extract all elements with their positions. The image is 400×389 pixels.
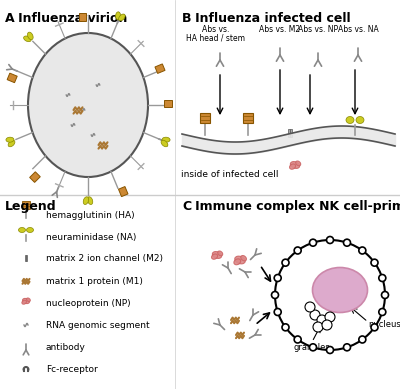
Text: matrix 2 ion channel (M2): matrix 2 ion channel (M2) — [46, 254, 163, 263]
Circle shape — [275, 240, 385, 350]
Text: A: A — [5, 12, 15, 25]
Circle shape — [371, 259, 378, 266]
Ellipse shape — [22, 298, 30, 303]
Bar — [243, 113, 253, 123]
Text: B: B — [182, 12, 192, 25]
Ellipse shape — [290, 161, 300, 168]
Text: neuraminidase (NA): neuraminidase (NA) — [46, 233, 136, 242]
Bar — [25, 255, 26, 261]
Ellipse shape — [356, 116, 364, 123]
Text: C: C — [182, 200, 191, 213]
Ellipse shape — [22, 300, 26, 304]
Circle shape — [325, 312, 335, 322]
Bar — [164, 100, 172, 107]
Text: Influenza virion: Influenza virion — [5, 12, 127, 25]
Ellipse shape — [88, 87, 98, 93]
Bar — [22, 201, 30, 209]
Circle shape — [344, 239, 350, 246]
Circle shape — [310, 310, 320, 320]
Circle shape — [282, 324, 289, 331]
Ellipse shape — [83, 197, 89, 205]
Ellipse shape — [28, 32, 33, 40]
Text: Immune complex NK cell-priming: Immune complex NK cell-priming — [182, 200, 400, 213]
Ellipse shape — [24, 36, 31, 42]
Ellipse shape — [212, 252, 222, 258]
Text: Fc-receptor: Fc-receptor — [46, 364, 98, 373]
Circle shape — [359, 336, 366, 343]
Ellipse shape — [18, 228, 26, 233]
Bar — [290, 129, 292, 137]
Text: nucleoprotein (NP): nucleoprotein (NP) — [46, 298, 131, 307]
Bar — [155, 64, 165, 74]
Ellipse shape — [116, 12, 121, 20]
Text: Abs vs. M2: Abs vs. M2 — [260, 25, 300, 34]
Ellipse shape — [26, 298, 30, 301]
Circle shape — [379, 308, 386, 315]
Bar — [80, 12, 86, 21]
Text: hemagglutinin (HA): hemagglutinin (HA) — [46, 210, 135, 219]
Bar — [200, 113, 210, 123]
Circle shape — [282, 259, 289, 266]
Ellipse shape — [235, 256, 245, 264]
Circle shape — [317, 315, 327, 325]
Bar — [30, 172, 40, 182]
Circle shape — [379, 275, 386, 282]
Circle shape — [322, 320, 332, 330]
Ellipse shape — [26, 228, 34, 233]
Bar — [7, 73, 17, 83]
Text: granules: granules — [294, 343, 330, 352]
Circle shape — [382, 291, 388, 298]
Text: antibody: antibody — [46, 342, 86, 352]
Text: Abs vs. NA: Abs vs. NA — [338, 25, 378, 34]
Ellipse shape — [346, 116, 354, 123]
Ellipse shape — [296, 161, 301, 166]
Ellipse shape — [94, 86, 99, 91]
Circle shape — [371, 324, 378, 331]
Circle shape — [274, 308, 281, 315]
Ellipse shape — [241, 256, 246, 261]
Text: Abs vs. NP: Abs vs. NP — [298, 25, 338, 34]
Circle shape — [274, 275, 281, 282]
Bar — [288, 129, 290, 137]
Circle shape — [294, 247, 301, 254]
Ellipse shape — [234, 259, 241, 265]
Ellipse shape — [28, 33, 148, 177]
Ellipse shape — [6, 137, 14, 142]
Text: matrix 1 protein (M1): matrix 1 protein (M1) — [46, 277, 143, 286]
Circle shape — [294, 336, 301, 343]
Ellipse shape — [161, 140, 168, 147]
Text: Legend: Legend — [5, 200, 57, 213]
Circle shape — [310, 344, 316, 351]
Text: HA head / stem: HA head / stem — [186, 33, 246, 42]
Ellipse shape — [88, 89, 94, 94]
Ellipse shape — [119, 14, 125, 21]
Text: nucleus: nucleus — [368, 320, 400, 329]
Ellipse shape — [290, 164, 296, 169]
Ellipse shape — [87, 197, 93, 205]
Text: Abs vs.: Abs vs. — [202, 25, 230, 34]
Ellipse shape — [212, 254, 218, 259]
Circle shape — [326, 347, 334, 354]
Circle shape — [310, 239, 316, 246]
Ellipse shape — [8, 140, 15, 147]
Circle shape — [359, 247, 366, 254]
Bar — [26, 255, 27, 261]
Circle shape — [326, 237, 334, 244]
Bar — [118, 187, 128, 196]
Circle shape — [305, 302, 315, 312]
Text: inside of infected cell: inside of infected cell — [181, 170, 279, 179]
Text: Influenza infected cell: Influenza infected cell — [182, 12, 351, 25]
Ellipse shape — [218, 251, 223, 256]
Text: RNA genomic segment: RNA genomic segment — [46, 321, 150, 329]
Circle shape — [313, 322, 323, 332]
Ellipse shape — [312, 268, 368, 312]
Circle shape — [272, 291, 278, 298]
Ellipse shape — [162, 137, 170, 142]
Circle shape — [344, 344, 350, 351]
